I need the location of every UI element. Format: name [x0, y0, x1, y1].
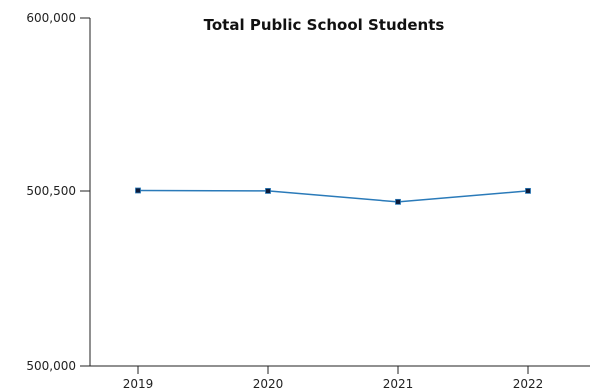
y-tick-label: 600,000	[26, 11, 76, 25]
x-tick-label: 2022	[513, 377, 544, 391]
y-tick-label: 500,000	[26, 359, 76, 373]
data-point	[135, 187, 141, 194]
y-tick-label: 500,500	[26, 184, 76, 198]
chart-title: Total Public School Students	[204, 16, 445, 34]
data-point	[525, 187, 531, 194]
series-group	[135, 187, 531, 205]
x-tick-label: 2019	[123, 377, 154, 391]
x-tick-label: 2020	[253, 377, 284, 391]
data-point	[265, 188, 271, 194]
x-axis-ticks: 2019 2020 2021 2022	[123, 366, 544, 391]
data-point	[395, 198, 401, 205]
series-line	[137, 189, 529, 203]
y-axis-ticks: 500,000 500,500 600,000	[26, 11, 90, 373]
x-tick-label: 2021	[383, 377, 414, 391]
